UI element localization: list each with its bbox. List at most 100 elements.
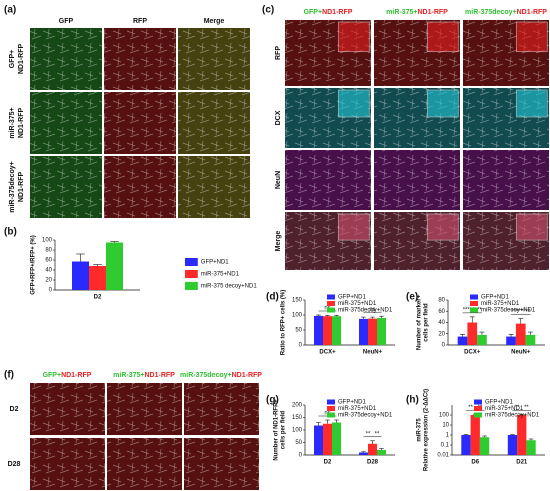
legend-swatch (470, 307, 478, 313)
legend-swatch (474, 406, 482, 411)
bar (368, 443, 377, 455)
panel-label: (f) (4, 370, 14, 381)
legend-swatch (327, 307, 335, 313)
bar (525, 334, 536, 345)
row-label: miR-375decoy+ (9, 161, 16, 213)
bar (72, 261, 89, 290)
bar (506, 336, 516, 345)
x-tick-label: D2 (94, 295, 102, 301)
micrograph-texture (30, 383, 105, 435)
legend-label: miR-375decoy+ND1 (481, 308, 536, 314)
bar (377, 318, 386, 345)
header-part: ND1-RFP (61, 372, 92, 379)
y-tick-label: 100 (292, 313, 303, 319)
panel-label: (g) (266, 395, 279, 406)
significance-label: **** (463, 307, 473, 313)
y-tick-label: 0.1 (441, 443, 450, 449)
y-tick-label: 10 (442, 423, 449, 429)
inset (515, 89, 548, 118)
inset (337, 213, 370, 241)
panel-label: (c) (262, 5, 274, 16)
y-tick-label: 100 (42, 238, 53, 244)
y-tick-label: 50 (295, 328, 302, 334)
y-tick-label: 80 (438, 298, 445, 304)
x-tick-label: DCX+ (319, 350, 336, 356)
y-axis-label: Number of ND1-RFP+ (274, 399, 280, 461)
panel-label: (b) (4, 227, 17, 238)
header-part: GFP+ (304, 9, 322, 16)
bar (323, 316, 332, 345)
micrograph-texture (463, 150, 549, 210)
bar (332, 316, 341, 345)
header-part: ND1-RFP (232, 372, 263, 379)
header-part: ND1-RFP (517, 9, 548, 16)
bar (359, 452, 368, 455)
bar (314, 315, 323, 345)
micrograph-texture (107, 383, 182, 435)
y-tick-label: 200 (292, 403, 303, 409)
y-tick-label: 1 (446, 433, 450, 439)
y-tick-label: 20 (438, 331, 445, 337)
header-part: ND1-RFP (417, 9, 448, 16)
significance-label: ** (468, 405, 473, 411)
legend-label: miR-375decoy+ND1 (485, 413, 540, 419)
header-part: miR-375decoy+ (180, 372, 232, 379)
micrograph-texture (178, 28, 250, 90)
row-label: Merge (275, 231, 282, 252)
micrograph-texture (178, 156, 250, 218)
header: miR-375+ND1-RFP (113, 372, 175, 379)
micrograph-texture (30, 28, 102, 90)
header: miR-375+ND1-RFP (386, 9, 448, 16)
significance-label: ** (524, 405, 529, 411)
y-tick-label: 40 (438, 320, 445, 326)
y-tick-label: 100 (439, 413, 450, 419)
significance-label: **** (521, 309, 531, 315)
inset (515, 21, 548, 53)
y-tick-label: 0 (299, 343, 303, 349)
legend-label: miR-375decoy+ND1 (338, 413, 393, 419)
x-tick-label: D6 (471, 460, 479, 466)
bar (377, 450, 386, 455)
micrograph-texture (184, 383, 259, 435)
micrograph-texture (104, 28, 176, 90)
y-tick-label: 150 (292, 298, 303, 304)
panel-label: (e) (406, 292, 418, 303)
bar (461, 435, 471, 455)
y-axis-label: Relative expression (2-ΔΔCt) (424, 389, 430, 471)
legend-label: miR-375 decoy+ND1 (201, 284, 258, 290)
y-tick-label: 0.01 (437, 453, 449, 459)
significance-label: ** (375, 431, 380, 437)
panel-label: (d) (266, 292, 279, 303)
micrograph-texture (178, 92, 250, 154)
micrograph-texture (184, 438, 259, 490)
legend-swatch (185, 270, 198, 278)
inset (337, 89, 370, 118)
row-label: ND1-RFP (18, 108, 25, 139)
bar (526, 440, 536, 455)
header-part: miR-375+ (386, 9, 417, 16)
bar (515, 323, 526, 345)
bar (368, 318, 377, 345)
bar (517, 415, 527, 455)
row-label: DCX (275, 110, 282, 125)
x-tick-label: NeuN+ (511, 350, 531, 356)
column-header: GFP (59, 18, 74, 25)
inset (426, 21, 459, 53)
header: GFP+ND1-RFP (304, 9, 353, 16)
legend-swatch (185, 258, 198, 266)
y-tick-label: 50 (295, 440, 302, 446)
y-tick-label: 20 (45, 278, 52, 284)
header: miR-375decoy+ND1-RFP (180, 372, 262, 379)
significance-label: ** (515, 405, 520, 411)
column-header: RFP (133, 18, 147, 25)
y-axis-label: Ratio to RFP+ cells (%) (281, 290, 287, 356)
row-label: NeuN (275, 171, 282, 189)
bar (467, 322, 478, 345)
bar (477, 334, 487, 345)
panel-label: (a) (4, 5, 16, 16)
y-tick-label: 40 (45, 268, 52, 274)
legend-label: GFP+ND1 (201, 260, 230, 266)
y-axis-label: Number of marker+ (417, 294, 423, 350)
row-label: miR-375+ (9, 107, 16, 138)
bar (457, 336, 468, 345)
